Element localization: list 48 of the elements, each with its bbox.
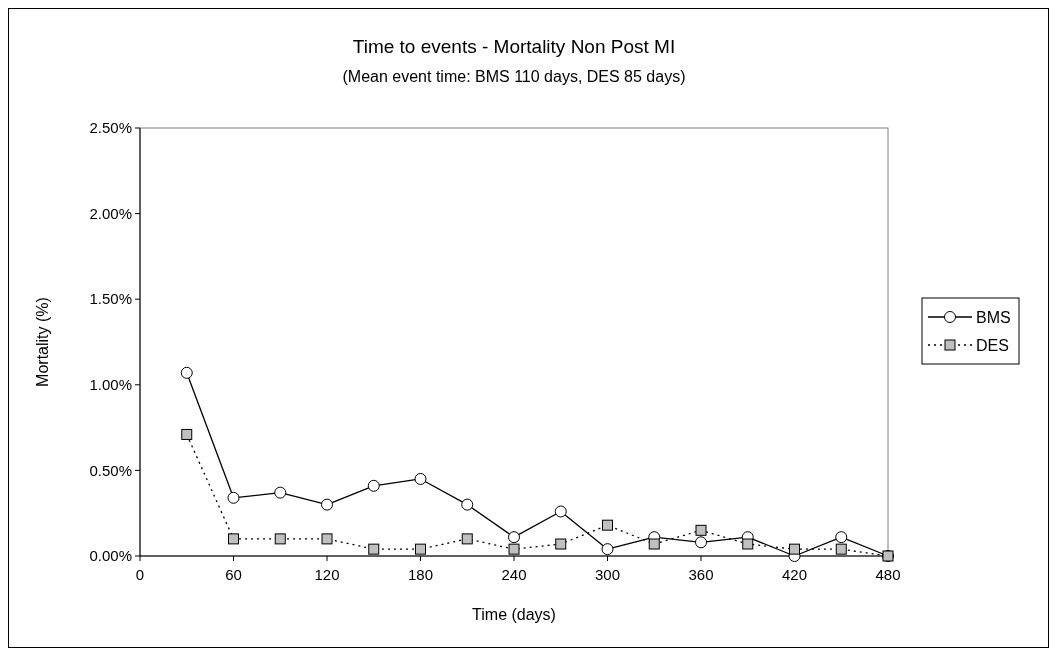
x-tick-label: 480 [875, 566, 901, 583]
point [789, 543, 800, 555]
point [274, 533, 286, 545]
point [601, 543, 614, 556]
y-tick-label: 0.00% [89, 547, 132, 565]
point [461, 498, 474, 511]
point [227, 491, 240, 504]
point [181, 428, 193, 440]
x-tick-label: 60 [225, 566, 242, 583]
x-axis-title: Time (days) [472, 606, 556, 623]
point [367, 479, 380, 492]
y-tick-label: 1.00% [89, 376, 132, 394]
point [415, 543, 426, 555]
x-tick-label: 0 [135, 566, 145, 583]
y-tick-label: 2.00% [89, 204, 132, 222]
legend-label: DES [976, 336, 1009, 354]
point [414, 472, 427, 485]
point [321, 498, 333, 511]
y-tick-label: 2.50% [89, 119, 132, 137]
x-tick-label: 420 [781, 566, 808, 583]
point [835, 531, 848, 544]
point [835, 543, 847, 555]
point [695, 536, 707, 549]
point [602, 519, 613, 531]
point [321, 533, 333, 545]
x-tick-label: 240 [501, 566, 527, 583]
chart-title: Time to events - Mortality Non Post MI [352, 36, 676, 57]
legend-label: BMS [976, 308, 1011, 326]
point [508, 531, 520, 544]
x-tick-label: 300 [594, 566, 621, 583]
point [508, 543, 520, 555]
chart-subtitle: (Mean event time: BMS 110 days, DES 85 days) [342, 68, 686, 85]
point [695, 524, 707, 536]
point [742, 538, 754, 550]
x-tick-label: 120 [314, 566, 340, 583]
point [648, 538, 660, 550]
point [368, 543, 380, 555]
y-tick-label: 0.50% [89, 461, 132, 479]
point [274, 486, 287, 499]
y-axis-title: Mortality (%) [34, 297, 51, 387]
point [461, 533, 473, 545]
point [180, 366, 193, 379]
point [554, 505, 567, 518]
point [555, 538, 567, 550]
x-tick-label: 360 [688, 566, 714, 583]
y-tick-label: 1.50% [89, 290, 132, 308]
point [228, 533, 239, 545]
x-tick-label: 180 [407, 566, 434, 583]
